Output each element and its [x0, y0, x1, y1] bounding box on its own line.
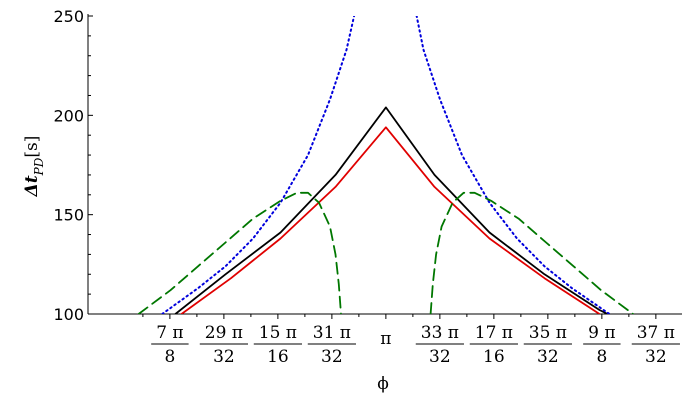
y-axis-label: ΔtPD[s]: [22, 136, 46, 198]
x-tick-numerator: 31 π: [313, 323, 351, 343]
x-tick-label: 33 π 32: [415, 323, 464, 367]
x-tick-label: 17 π 16: [469, 323, 518, 367]
x-tick-denominator: 16: [267, 347, 289, 367]
x-tick-numerator: 29 π: [205, 323, 243, 343]
y-tick-label: 250: [53, 7, 84, 26]
red-solid-series: [180, 126, 601, 314]
x-tick-label-text: π: [380, 329, 391, 349]
y-tick-label: 150: [53, 206, 84, 225]
x-tick-label: π: [380, 329, 391, 349]
x-tick-label: 7 π8: [151, 323, 189, 367]
x-tick-numerator: 17 π: [475, 323, 513, 343]
y-ticks: 100 150 200 250: [53, 7, 93, 324]
x-tick-label: 31 π 32: [307, 323, 356, 367]
green-dashed-series-left: [137, 191, 342, 314]
black-solid-series: [174, 106, 609, 314]
x-tick-label: 37 π 32: [631, 323, 680, 367]
series-layer: [137, 16, 634, 314]
x-tick-label: 35 π 32: [523, 323, 572, 367]
y-tick-label: 100: [53, 305, 84, 324]
x-tick-numerator: 9 π: [588, 323, 615, 343]
x-tick-denominator: 32: [321, 347, 343, 367]
y-tick-label: 200: [53, 106, 84, 125]
x-tick-label: 9 π8: [583, 323, 621, 367]
x-tick-numerator: 33 π: [421, 323, 459, 343]
blue-dotted-series-left: [161, 16, 356, 314]
blue-dotted-series-right: [415, 16, 611, 314]
x-tick-numerator: 35 π: [529, 323, 567, 343]
x-tick-denominator: 32: [429, 347, 451, 367]
x-tick-label: 29 π 32: [199, 323, 248, 367]
x-axis-label: ϕ: [377, 374, 389, 394]
x-tick-denominator: 32: [213, 347, 235, 367]
axes: [87, 14, 682, 315]
x-tick-denominator: 32: [645, 347, 667, 367]
green-dashed-series-right: [429, 191, 634, 314]
x-tick-numerator: 15 π: [259, 323, 297, 343]
x-tick-denominator: 16: [483, 347, 505, 367]
x-tick-numerator: 7 π: [156, 323, 183, 343]
x-tick-numerator: 37 π: [637, 323, 675, 343]
x-tick-denominator: 8: [596, 347, 607, 367]
x-tick-denominator: 32: [537, 347, 559, 367]
x-tick-label: 15 π 16: [253, 323, 302, 367]
x-tick-denominator: 8: [164, 347, 175, 367]
